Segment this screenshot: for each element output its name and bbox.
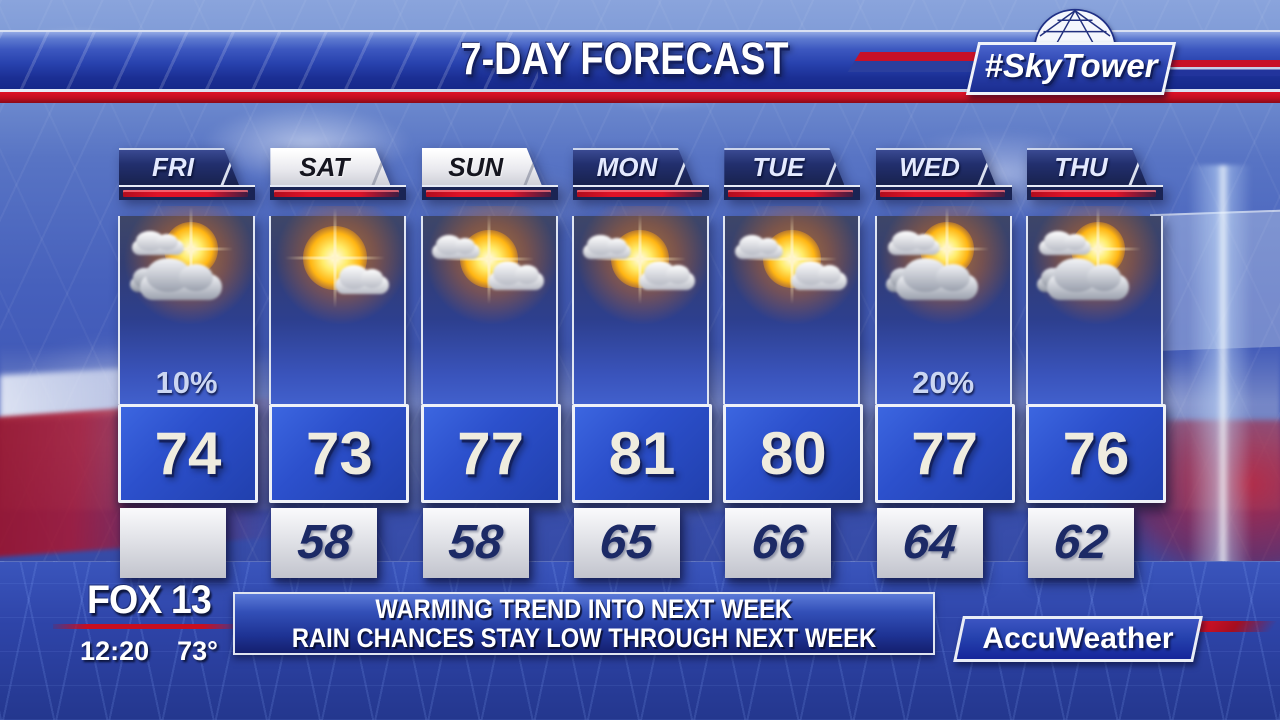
day-panel <box>722 206 861 404</box>
ticker-line-2: RAIN CHANCES STAY LOW THROUGH NEXT WEEK <box>291 622 877 653</box>
low-temp-box: 66 <box>725 508 832 578</box>
tab-red-strip <box>724 185 861 200</box>
day-label: THU <box>1054 152 1108 182</box>
high-temp-box: 77 <box>874 404 1015 503</box>
accuweather-label: AccuWeather <box>982 622 1174 655</box>
high-temp-box: 80 <box>723 404 864 503</box>
precip-chance: 20% <box>912 365 975 400</box>
low-temp: 62 <box>1051 516 1111 569</box>
station-logo: FOX 13 <box>87 578 212 622</box>
partly-cloudy-icon <box>874 206 1013 324</box>
low-temp: 66 <box>748 516 808 569</box>
day-label-tab: THU <box>1027 148 1147 185</box>
low-temp-box: 62 <box>1027 508 1134 578</box>
red-bar <box>274 190 400 197</box>
day-panel <box>571 206 710 404</box>
high-temp: 81 <box>608 419 676 487</box>
red-bar <box>576 190 702 197</box>
accuweather-logo: AccuWeather <box>953 616 1278 662</box>
page-title-text: 7-DAY FORECAST <box>460 33 789 85</box>
high-temp: 77 <box>457 419 525 487</box>
partly-cloudy-icon <box>117 206 256 324</box>
skytower-logo: #SkyTower <box>847 8 1280 96</box>
red-bar <box>123 190 248 197</box>
tab-red-strip <box>119 185 255 200</box>
forecast-columns: FRI 10% 74 SAT 73 5 <box>117 148 1166 578</box>
day-label-tab: WED <box>876 148 996 185</box>
day-column-tue: TUE 80 66 <box>722 148 864 578</box>
sun-with-clouds-icon <box>420 206 559 324</box>
tab-red-strip <box>1026 185 1163 200</box>
day-panel <box>268 206 407 404</box>
forecast-ticker: WARMING TREND INTO NEXT WEEK RAIN CHANCE… <box>233 592 935 655</box>
day-panel: 20% <box>874 206 1013 404</box>
tab-red-strip <box>421 185 558 200</box>
high-temp-box: 74 <box>118 404 258 503</box>
low-temp: 58 <box>294 516 354 569</box>
high-temp: 80 <box>759 419 827 487</box>
high-temp-box: 81 <box>571 404 712 503</box>
tab-red-strip <box>572 185 709 200</box>
low-temp-box: 58 <box>422 508 529 578</box>
high-temp: 74 <box>154 419 222 487</box>
day-label: MON <box>596 152 658 182</box>
low-temp-box: 64 <box>876 508 983 578</box>
red-bar <box>1030 190 1156 197</box>
low-temp-box: 58 <box>271 508 378 578</box>
current-temp: 73° <box>177 636 218 666</box>
mostly-sunny-icon <box>268 206 407 324</box>
day-column-sun: SUN 77 58 <box>420 148 561 578</box>
day-column-fri: FRI 10% 74 <box>117 148 258 578</box>
day-label: SUN <box>448 152 504 182</box>
day-label-tab: TUE <box>724 148 844 185</box>
day-column-wed: WED 20% 77 64 <box>874 148 1015 578</box>
clock-time: 12:20 <box>80 636 150 666</box>
sun-with-clouds-icon <box>571 206 710 324</box>
high-temp: 77 <box>911 419 979 487</box>
red-bar <box>425 190 551 197</box>
day-label: SAT <box>299 152 350 182</box>
day-label: TUE <box>752 152 805 182</box>
station-red-stripe <box>53 624 245 629</box>
tab-red-strip <box>875 185 1012 200</box>
station-bug: FOX 13 12:20 73° <box>53 578 245 667</box>
day-column-thu: THU 76 62 <box>1025 148 1166 578</box>
banner-red-stripe <box>0 92 1280 103</box>
day-label-tab: SUN <box>422 148 542 185</box>
low-temp-box <box>120 508 226 578</box>
high-temp-box: 73 <box>269 404 410 503</box>
day-panel <box>1025 206 1164 404</box>
day-column-mon: MON 81 65 <box>571 148 712 578</box>
low-temp: 64 <box>900 516 960 569</box>
precip-chance: 10% <box>155 365 218 400</box>
day-column-sat: SAT 73 58 <box>268 148 410 578</box>
sun-with-clouds-icon <box>722 206 861 324</box>
ticker-line-1: WARMING TREND INTO NEXT WEEK <box>375 593 793 624</box>
skytower-label: #SkyTower <box>984 47 1158 84</box>
day-label: WED <box>899 152 960 182</box>
tab-red-strip <box>270 185 407 200</box>
day-label-tab: SAT <box>270 148 390 185</box>
red-bar <box>728 190 854 197</box>
partly-cloudy-icon <box>1025 206 1164 324</box>
high-temp-box: 77 <box>420 404 561 503</box>
red-bar <box>879 190 1005 197</box>
day-panel <box>420 206 559 404</box>
low-temp: 65 <box>597 516 657 569</box>
low-temp: 58 <box>446 516 506 569</box>
high-temp: 73 <box>305 419 373 487</box>
high-temp: 76 <box>1062 419 1130 487</box>
day-label-tab: FRI <box>119 148 239 185</box>
banner-silver-line <box>0 89 1280 92</box>
day-label-tab: MON <box>573 148 693 185</box>
day-label: FRI <box>152 152 194 182</box>
skytower-accent-stripe-right <box>1167 60 1280 76</box>
page-title: 7-DAY FORECAST <box>0 33 1280 85</box>
low-temp-box: 65 <box>573 508 680 578</box>
day-panel: 10% <box>117 206 256 404</box>
geodesic-dome-icon <box>1033 8 1117 50</box>
high-temp-box: 76 <box>1025 404 1166 503</box>
